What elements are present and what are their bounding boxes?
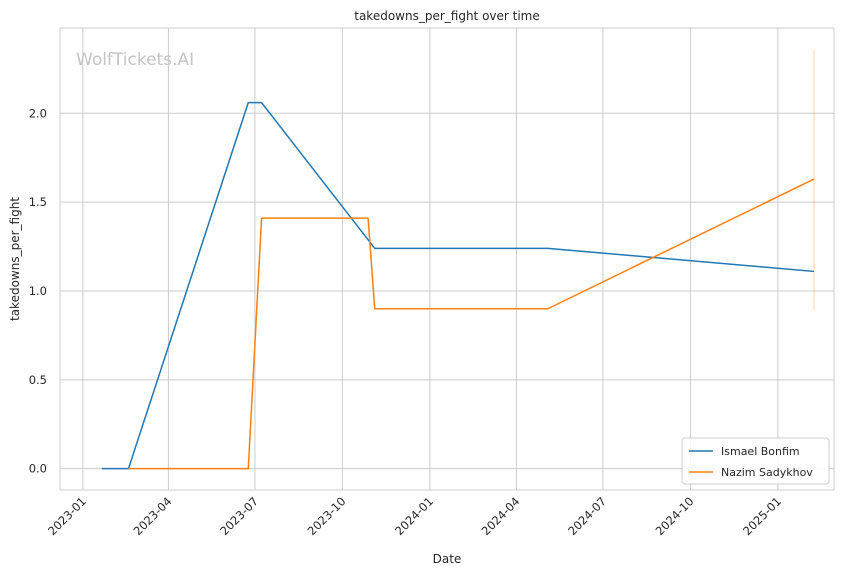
plot-background	[60, 28, 834, 490]
x-axis-title: Date	[433, 552, 462, 566]
x-tick-label: 2024-04	[479, 494, 523, 538]
y-tick-labels: 0.0 0.5 1.0 1.5 2.0	[29, 106, 47, 475]
legend-label-ismael-bonfim: Ismael Bonfim	[721, 445, 800, 458]
y-tick-label: 1.0	[29, 284, 47, 298]
x-tick-label: 2024-07	[565, 494, 609, 538]
x-tick-label: 2024-01	[392, 494, 436, 538]
x-tick-label: 2023-07	[217, 494, 261, 538]
series-line-nazim-sadykhov	[128, 178, 815, 470]
plot-frame	[59, 27, 835, 491]
x-tick-label: 2024-10	[653, 494, 697, 538]
y-tick-label: 2.0	[29, 106, 47, 120]
y-tick-label: 0.5	[29, 373, 47, 387]
x-tick-label: 2023-10	[305, 494, 349, 538]
x-gridlines	[82, 28, 779, 490]
watermark: WolfTickets.AI	[76, 50, 194, 70]
chart-title: takedowns_per_fight over time	[354, 9, 540, 23]
x-tick-labels: 2023-01 2023-04 2023-07 2023-10 2024-01 2024-…	[45, 494, 784, 538]
y-tick-label: 1.5	[29, 195, 47, 209]
x-tick-label: 2023-04	[131, 494, 175, 538]
y-axis-title: takedowns_per_fight	[8, 197, 22, 321]
legend-label-nazim-sadykhov: Nazim Sadykhov	[721, 466, 813, 479]
legend-box	[681, 437, 830, 485]
x-tick-label: 2025-01	[740, 494, 784, 538]
y-tick-label: 0.0	[29, 462, 47, 476]
x-tick-label: 2023-01	[45, 494, 89, 538]
series-lines	[101, 101, 815, 470]
legend: Ismael Bonfim Nazim Sadykhov	[681, 437, 830, 485]
